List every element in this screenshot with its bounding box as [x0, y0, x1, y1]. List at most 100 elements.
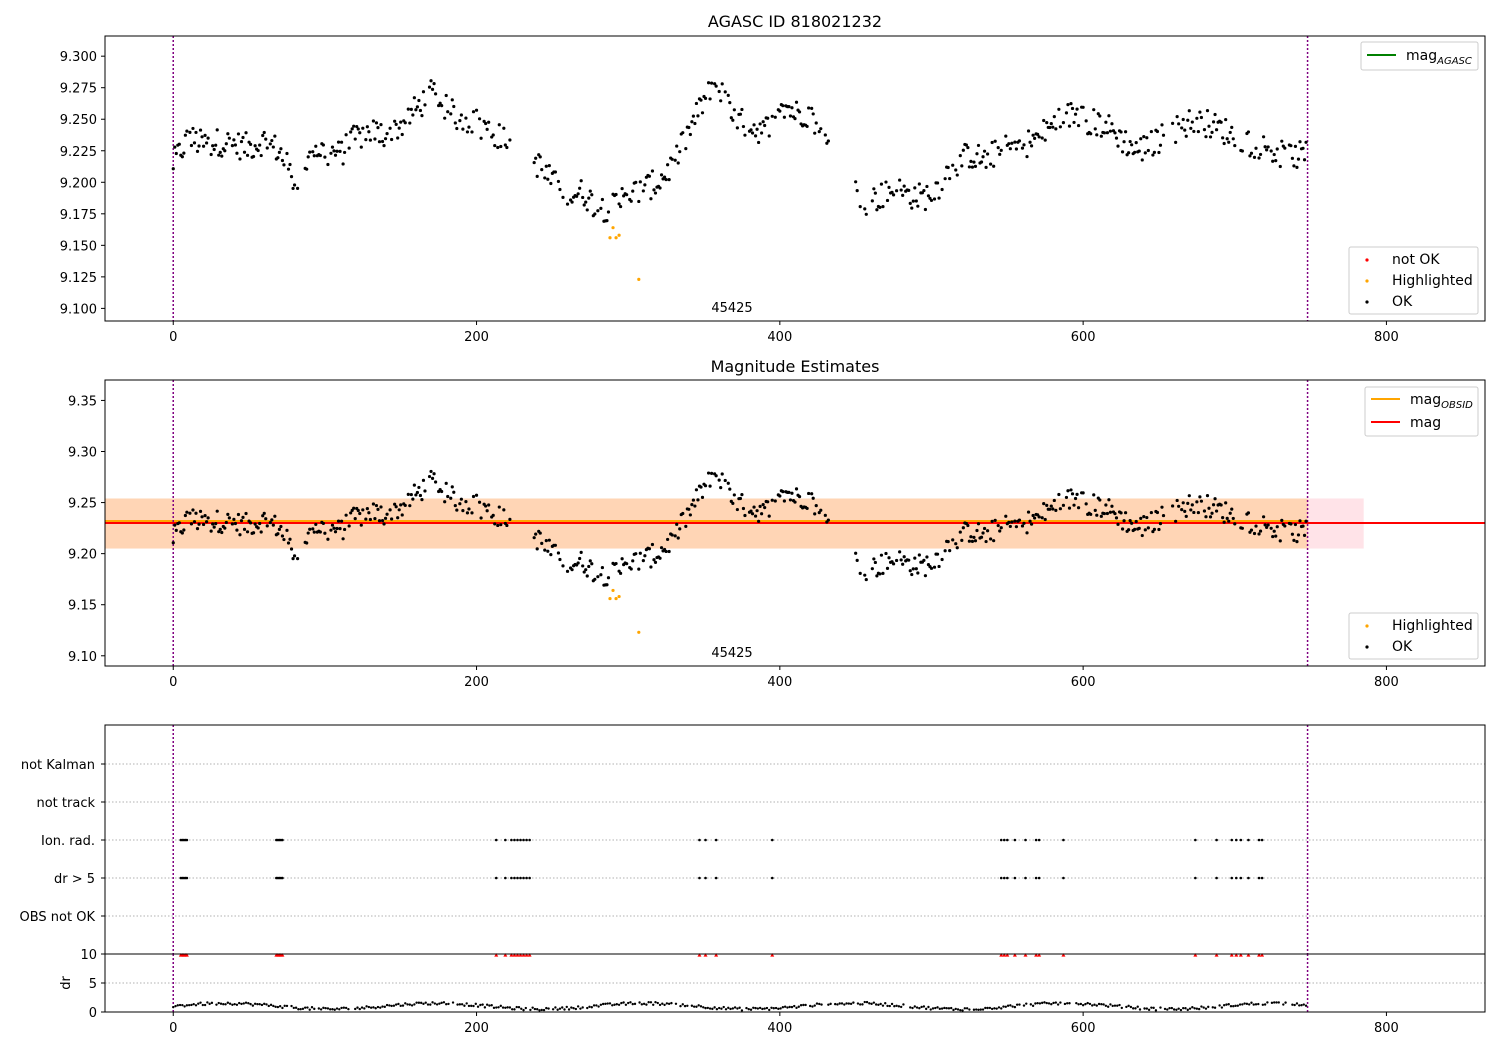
dr-point: [1154, 1009, 1158, 1012]
ok-point: [1175, 498, 1179, 503]
ok-point: [1254, 146, 1258, 150]
ok-point: [195, 149, 200, 154]
flag-point: [1260, 838, 1264, 842]
y-tick-label: 9.15: [68, 599, 97, 614]
ok-point: [484, 121, 488, 126]
ok-point: [675, 144, 679, 148]
dr-point: [665, 1002, 669, 1005]
dr-point: [1054, 1001, 1058, 1004]
dr-point: [174, 1004, 177, 1008]
ok-point: [1084, 119, 1088, 123]
ok-point: [201, 144, 206, 148]
flag-point: [1257, 838, 1261, 842]
highlighted-point: [608, 596, 612, 601]
ok-point: [596, 575, 600, 579]
ok-point: [1028, 140, 1032, 144]
ok-point: [975, 152, 979, 156]
ok-point: [1067, 506, 1072, 510]
dr-point: [945, 1007, 948, 1010]
dr-point: [294, 1006, 298, 1009]
ok-point: [353, 137, 357, 141]
ok-point: [749, 509, 753, 513]
ok-point: [797, 110, 802, 114]
ok-point: [174, 528, 178, 532]
dr-point: [258, 1002, 261, 1006]
dr-point: [358, 1007, 361, 1011]
ok-point: [690, 503, 694, 507]
dr-point: [929, 1008, 932, 1011]
ok-point: [1174, 519, 1178, 523]
ok-point: [593, 577, 597, 581]
ok-point: [659, 173, 664, 177]
ok-point: [508, 138, 512, 142]
ok-point: [1064, 111, 1069, 115]
ok-point: [794, 100, 799, 104]
dr-point: [481, 1003, 484, 1006]
dr-point: [1093, 1003, 1096, 1006]
ok-point: [496, 523, 500, 528]
ok-point: [185, 129, 189, 133]
ok-point: [1278, 539, 1282, 543]
panel-2-y-axis: 9.109.159.209.259.309.35: [68, 394, 105, 665]
ok-point: [368, 138, 372, 142]
dr-point: [474, 1002, 477, 1006]
ok-point: [638, 180, 642, 184]
ok-point: [479, 516, 483, 520]
flag-point: [1260, 876, 1264, 880]
ok-point: [415, 105, 419, 109]
flag-point: [525, 838, 528, 842]
ok-point: [385, 512, 389, 516]
ok-point: [1271, 159, 1275, 163]
ok-point: [406, 107, 410, 111]
dr-point: [1002, 1005, 1005, 1008]
ok-point: [479, 136, 483, 140]
dr-point: [686, 1004, 689, 1007]
ok-point: [805, 124, 809, 129]
ok-point: [699, 98, 703, 102]
flag-point: [1024, 838, 1027, 842]
ok-point: [477, 117, 482, 121]
ok-point: [311, 150, 315, 154]
ok-point: [1081, 491, 1085, 495]
ok-point: [1130, 521, 1134, 525]
ok-point: [173, 145, 177, 149]
ok-point: [1304, 519, 1308, 523]
ok-point: [1007, 142, 1011, 146]
ok-point: [758, 122, 762, 126]
ok-point: [356, 508, 360, 513]
dr-point: [1197, 1007, 1201, 1011]
ok-point: [276, 156, 280, 160]
dr-point: [508, 1006, 512, 1009]
ok-point: [236, 512, 241, 517]
ok-point: [782, 115, 786, 119]
dr-point: [267, 1004, 270, 1008]
ok-point: [1155, 129, 1160, 134]
ok-point: [1263, 145, 1267, 149]
dr-point: [1220, 1006, 1224, 1009]
dr-over-limit-marker: [1034, 953, 1039, 957]
ok-point: [858, 571, 862, 575]
dr-point: [1218, 1004, 1221, 1007]
ok-point: [183, 513, 187, 518]
ok-point: [870, 567, 874, 571]
ok-point: [752, 123, 756, 127]
ok-point: [415, 490, 419, 495]
flag-point: [1234, 876, 1238, 880]
ok-point: [279, 524, 283, 529]
ok-point: [393, 119, 397, 123]
ok-point: [1230, 507, 1234, 511]
dr-point: [656, 1001, 659, 1005]
ok-point: [305, 167, 309, 171]
flag-point: [1006, 838, 1009, 842]
dr-over-limit-marker: [1238, 953, 1243, 957]
ok-point: [1161, 133, 1166, 137]
dr-point: [652, 1003, 655, 1006]
ok-point: [262, 130, 266, 135]
ok-point: [907, 188, 911, 192]
ok-point: [975, 528, 979, 533]
dr-point: [597, 1005, 600, 1008]
highlighted-legend-label-2: Highlighted: [1392, 618, 1473, 634]
ok-point: [338, 149, 342, 153]
ok-point: [1296, 533, 1301, 537]
ok-point: [282, 163, 286, 167]
